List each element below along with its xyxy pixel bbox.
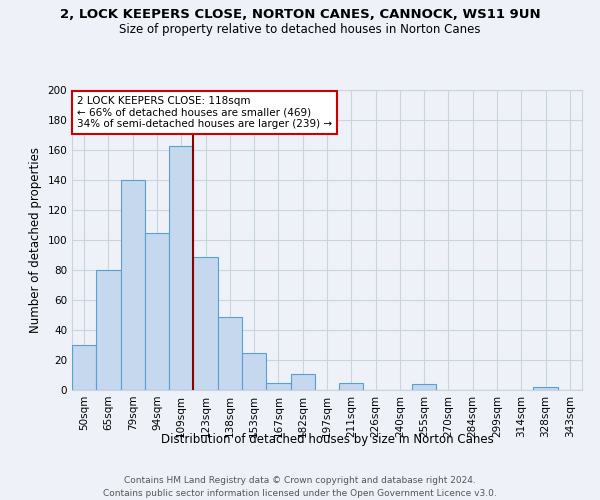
- Bar: [169, 146, 193, 390]
- Text: Contains HM Land Registry data © Crown copyright and database right 2024.: Contains HM Land Registry data © Crown c…: [124, 476, 476, 485]
- Bar: [290, 374, 315, 390]
- Bar: [121, 180, 145, 390]
- Bar: [218, 316, 242, 390]
- Text: 2 LOCK KEEPERS CLOSE: 118sqm
← 66% of detached houses are smaller (469)
34% of s: 2 LOCK KEEPERS CLOSE: 118sqm ← 66% of de…: [77, 96, 332, 129]
- Y-axis label: Number of detached properties: Number of detached properties: [29, 147, 42, 333]
- Text: Contains public sector information licensed under the Open Government Licence v3: Contains public sector information licen…: [103, 489, 497, 498]
- Bar: [339, 382, 364, 390]
- Text: Distribution of detached houses by size in Norton Canes: Distribution of detached houses by size …: [161, 432, 493, 446]
- Bar: [266, 382, 290, 390]
- Bar: [193, 256, 218, 390]
- Text: 2, LOCK KEEPERS CLOSE, NORTON CANES, CANNOCK, WS11 9UN: 2, LOCK KEEPERS CLOSE, NORTON CANES, CAN…: [59, 8, 541, 20]
- Bar: [242, 352, 266, 390]
- Bar: [412, 384, 436, 390]
- Bar: [96, 270, 121, 390]
- Text: Size of property relative to detached houses in Norton Canes: Size of property relative to detached ho…: [119, 24, 481, 36]
- Bar: [72, 345, 96, 390]
- Bar: [533, 387, 558, 390]
- Bar: [145, 232, 169, 390]
